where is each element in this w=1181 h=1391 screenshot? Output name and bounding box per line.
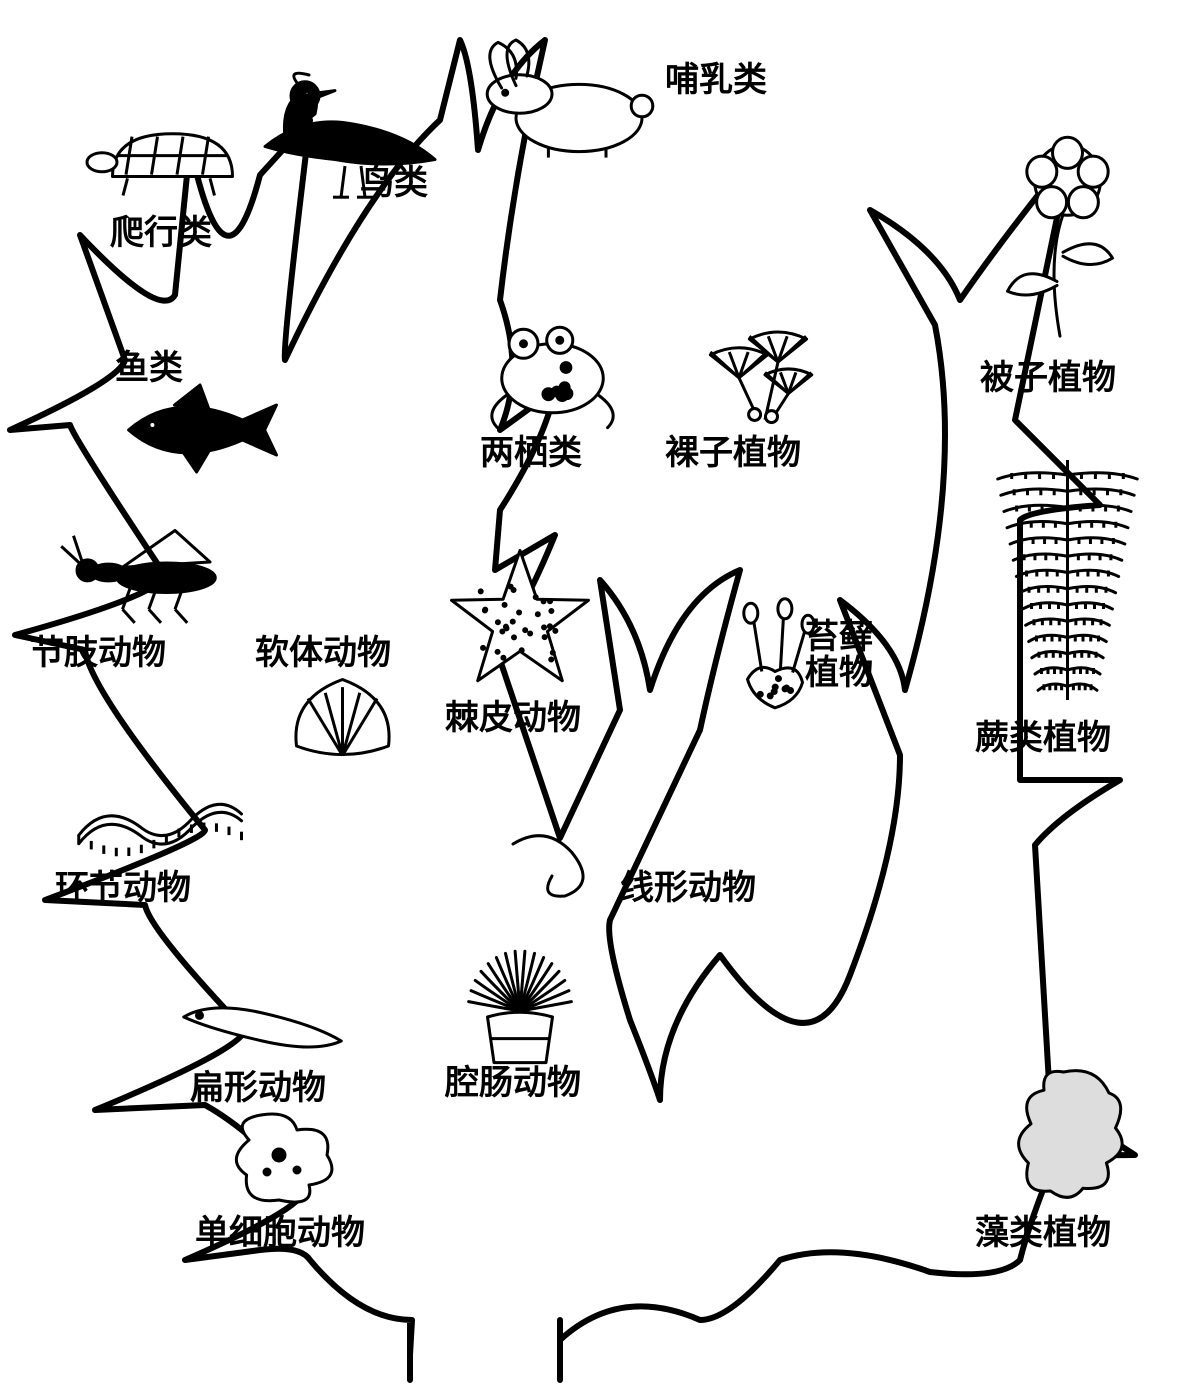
nematode-icon <box>513 836 583 897</box>
bird-icon <box>265 73 435 197</box>
platy-icon <box>184 1008 342 1047</box>
echinoderm-icon <box>452 551 589 681</box>
mollusc-icon <box>296 680 389 756</box>
amphibian-icon <box>492 327 613 427</box>
arthropod-icon <box>61 531 215 623</box>
cnidaria-icon <box>469 951 572 1062</box>
mammal-icon <box>487 40 653 158</box>
evolution-tree-diagram: 哺乳类鸟类爬行类鱼类两栖类节肢动物软体动物棘皮动物环节动物线形动物扁形动物腔肠动… <box>0 0 1181 1391</box>
tree-outline <box>0 0 1181 1391</box>
gymnosperm-icon <box>710 332 811 423</box>
protozoa-icon <box>236 1114 332 1202</box>
annelid-icon <box>79 804 242 856</box>
angiosperm-icon <box>1008 137 1113 336</box>
algae-icon <box>1019 1071 1123 1198</box>
bryophyte-icon <box>744 599 814 708</box>
fish-icon <box>129 385 277 472</box>
reptile-icon <box>87 134 233 196</box>
